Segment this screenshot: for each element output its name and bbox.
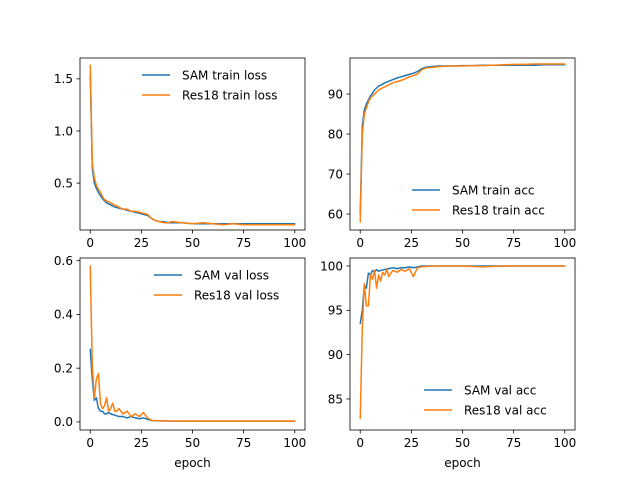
subplot-2-y-tick-label: 90 — [328, 87, 343, 101]
subplot-3-series-line-2 — [89, 265, 296, 422]
subplot-3-x-tick-label: 100 — [283, 436, 306, 450]
subplot-2-x-tick-label: 0 — [356, 236, 364, 250]
subplot-2-x-tick-label: 50 — [455, 236, 470, 250]
subplot-3-y-tick-label: 0.4 — [54, 308, 73, 322]
subplot-4-y-tick-label: 90 — [328, 348, 343, 362]
subplot-3-y-tick-label: 0.2 — [54, 361, 73, 375]
subplot-3-legend-label-2: Res18 val loss — [194, 289, 279, 303]
subplot-4-legend-label-2: Res18 val acc — [464, 404, 547, 418]
subplot-2-x-tick-label: 100 — [553, 236, 576, 250]
subplot-2-series-line-2 — [359, 63, 566, 223]
subplot-4-y-tick-label: 85 — [328, 392, 343, 406]
subplot-1-legend-label-1: SAM train loss — [182, 69, 267, 83]
subplot-2-x-tick-label: 25 — [404, 236, 419, 250]
subplot-2-y-tick-label: 70 — [328, 167, 343, 181]
subplot-1-x-tick-label: 75 — [236, 236, 251, 250]
subplot-3-x-tick-label: 0 — [86, 436, 94, 450]
subplot-4-x-tick-label: 25 — [404, 436, 419, 450]
subplot-4-y-tick-label: 95 — [328, 304, 343, 318]
subplot-3-x-tick-label: 75 — [236, 436, 251, 450]
subplot-2-legend-label-2: Res18 train acc — [452, 204, 545, 218]
subplot-4-x-tick-label: 75 — [506, 436, 521, 450]
subplot-2-y-tick-label: 80 — [328, 127, 343, 141]
subplot-4-y-tick-label: 100 — [320, 259, 343, 273]
subplot-4-x-tick-label: 100 — [553, 436, 576, 450]
subplot-3-legend-label-1: SAM val loss — [194, 269, 269, 283]
subplot-1-x-tick-label: 25 — [134, 236, 149, 250]
subplot-4-x-axis-label: epoch — [444, 456, 481, 470]
subplot-3-x-tick-label: 25 — [134, 436, 149, 450]
subplot-1-x-tick-label: 50 — [185, 236, 200, 250]
subplot-3-x-axis-label: epoch — [174, 456, 211, 470]
subplot-2-legend-label-1: SAM train acc — [452, 184, 535, 198]
subplot-3-y-tick-label: 0.6 — [54, 254, 73, 268]
subplot-3-y-tick-label: 0.0 — [54, 415, 73, 429]
subplot-1-x-tick-label: 100 — [283, 236, 306, 250]
subplot-4-x-tick-label: 0 — [356, 436, 364, 450]
subplot-4-x-tick-label: 50 — [455, 436, 470, 450]
subplot-2-x-tick-label: 75 — [506, 236, 521, 250]
subplot-1-legend-label-2: Res18 train loss — [182, 89, 277, 103]
subplot-3-x-tick-label: 50 — [185, 436, 200, 450]
subplot-1-y-tick-label: 1.5 — [54, 72, 73, 86]
subplot-2-y-tick-label: 60 — [328, 207, 343, 221]
subplot-1-x-tick-label: 0 — [86, 236, 94, 250]
subplot-4-series-line-2 — [359, 265, 566, 420]
subplot-1-y-tick-label: 0.5 — [54, 176, 73, 190]
subplot-1-y-tick-label: 1.0 — [54, 124, 73, 138]
subplot-4-legend-label-1: SAM val acc — [464, 384, 536, 398]
subplot-1-series-line-2 — [89, 64, 296, 226]
